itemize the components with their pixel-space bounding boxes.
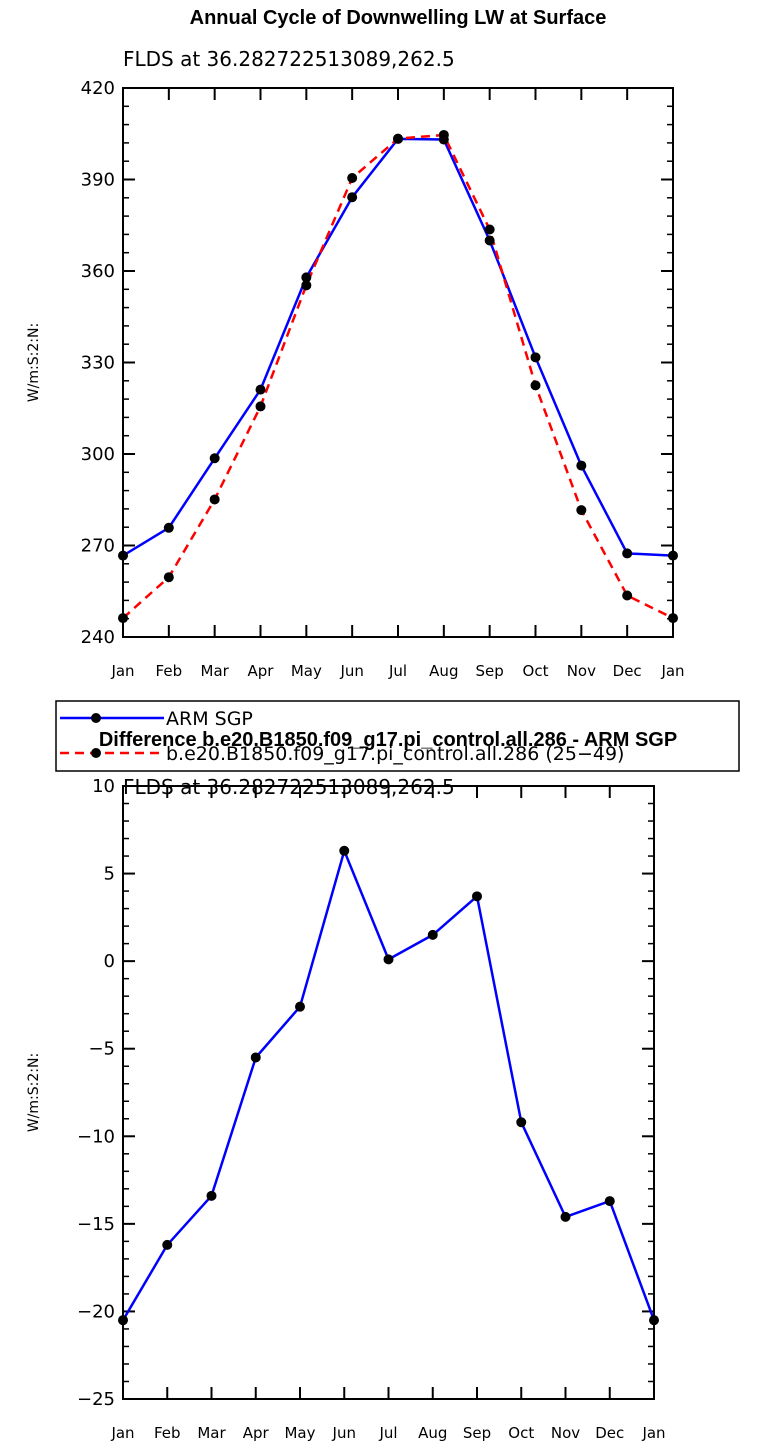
data-point-s2-4 [255,401,266,412]
plot-frame [122,87,674,638]
data-point-s2-13 [668,613,678,624]
x-tick-label: Jul [378,1424,397,1442]
data-point-s2-11 [576,505,587,516]
x-tick-label: Apr [248,662,275,680]
data-point-s1-6 [347,192,358,203]
legend-marker-2 [91,748,101,758]
y-tick-label: −15 [77,1214,115,1235]
x-tick-label: Jul [388,662,407,680]
data-point-s1-13 [649,1315,659,1326]
x-tick-label: Dec [595,1424,624,1442]
x-tick-label: May [284,1424,315,1442]
chart-1: Annual Cycle of Downwelling LW at Surfac… [26,7,740,772]
legend-marker-1 [91,713,101,723]
data-point-s1-13 [668,550,678,561]
y-tick-label: −25 [77,1389,115,1410]
x-tick-label: Sep [463,1424,491,1442]
y-tick-label: 420 [81,78,115,99]
x-tick-label: May [291,662,322,680]
data-point-s2-9 [484,224,495,235]
y-axis-label: W/m:S:2:N: [26,323,42,402]
data-point-s2-12 [622,590,633,601]
x-tick-label: Apr [243,1424,270,1442]
x-tick-label: Sep [476,662,504,680]
y-tick-label: −5 [88,1039,115,1060]
x-tick-label: Jun [332,1424,356,1442]
data-point-s2-1 [118,613,128,624]
y-tick-label: 5 [104,864,115,885]
x-tick-label: Aug [429,662,458,680]
y-tick-label: 0 [104,951,115,972]
legend: ARM SGP b.e20.B1850.f09_g17.pi_control.al… [55,700,740,772]
x-tick-label: Aug [418,1424,447,1442]
data-point-s1-7 [383,954,394,965]
x-tick-label: Mar [197,1424,226,1442]
y-tick-label: 270 [81,536,115,557]
data-point-s1-5 [301,272,312,283]
y-tick-label: 10 [92,776,115,797]
data-point-s1-11 [576,460,587,471]
data-point-s2-7 [393,133,403,144]
y-axis-label: W/m:S:2:N: [26,1053,42,1132]
plot-frame [122,785,655,1400]
y-tick-label: 240 [81,627,115,648]
x-tick-label: Mar [201,662,230,680]
y-tick-label: −20 [77,1301,115,1322]
data-point-s1-6 [339,845,350,856]
data-point-s2-8 [438,129,449,140]
data-point-s1-10 [530,352,541,363]
chart-title: Annual Cycle of Downwelling LW at Surfac… [190,7,607,29]
x-tick-label: Dec [613,662,642,680]
x-tick-label: Nov [567,662,596,680]
data-point-s1-3 [206,1190,217,1201]
series-line-1 [122,137,674,557]
chart-title: Difference b.e20.B1850.f09_g17.pi_contro… [99,729,677,751]
data-point-s2-3 [209,494,220,505]
y-tick-label: 390 [81,170,115,191]
data-point-s1-3 [209,453,220,464]
data-point-s2-5 [301,280,312,291]
chart-2: Difference b.e20.B1850.f09_g17.pi_contro… [26,729,677,1442]
x-tick-label: Jan [660,662,684,680]
x-tick-label: Jan [110,662,134,680]
data-point-s2-2 [163,572,174,583]
series-line-2 [122,133,674,620]
x-tick-label: Feb [156,662,183,680]
data-point-s1-4 [250,1052,261,1063]
legend-label-1: ARM SGP [166,708,253,730]
series-line-1 [121,849,656,1321]
data-point-s1-2 [162,1239,173,1250]
legend-box [55,700,740,772]
data-point-s1-8 [427,929,438,940]
x-tick-label: Jan [110,1424,134,1442]
data-point-s1-1 [118,550,128,561]
y-tick-label: 330 [81,353,115,374]
data-point-s1-12 [622,548,633,559]
data-point-s1-11 [560,1211,571,1222]
data-point-s1-5 [295,1001,305,1012]
y-tick-label: 300 [81,444,115,465]
data-point-s1-2 [163,522,174,533]
data-point-s2-6 [347,172,358,183]
data-point-s1-9 [484,235,495,246]
x-tick-label: Nov [551,1424,580,1442]
x-tick-label: Oct [508,1424,534,1442]
x-tick-label: Oct [523,662,549,680]
legend-label-2: b.e20.B1850.f09_g17.pi_control.all.286 (… [166,743,624,765]
chart-subtitle: FLDS at 36.282722513089,262.5 [123,47,455,71]
y-tick-label: 360 [81,261,115,282]
x-tick-label: Feb [154,1424,181,1442]
data-point-s1-4 [255,384,266,395]
data-point-s1-12 [604,1196,615,1207]
data-point-s1-9 [472,891,482,902]
y-tick-label: −10 [77,1126,115,1147]
x-tick-label: Jun [339,662,363,680]
data-point-s1-10 [516,1117,527,1128]
x-tick-label: Jan [641,1424,665,1442]
data-point-s2-10 [530,380,541,391]
data-point-s1-1 [118,1315,128,1326]
